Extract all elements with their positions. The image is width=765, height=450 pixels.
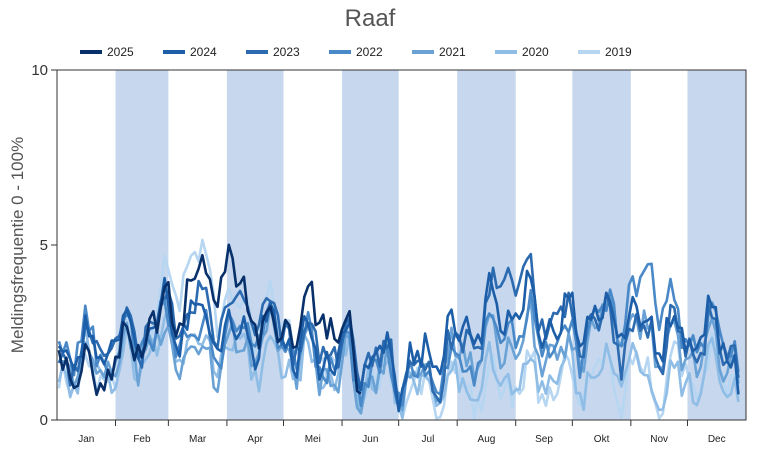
series-line-2024 — [57, 269, 740, 413]
x-tick-label-jun: Jun — [362, 434, 378, 445]
legend-label-2025: 2025 — [107, 45, 134, 59]
x-tick-label-mei: Mei — [305, 434, 321, 445]
series-line-2025 — [57, 243, 362, 397]
legend-label-2021: 2021 — [439, 45, 466, 59]
x-tick-label-feb: Feb — [133, 434, 151, 445]
x-tick-label-jul: Jul — [422, 434, 435, 445]
x-tick-label-okt: Okt — [594, 434, 610, 445]
x-tick-label-sep: Sep — [535, 434, 553, 445]
shade-aug — [457, 70, 516, 420]
y-tick-label: 10 — [31, 62, 48, 79]
x-tick-label-jan: Jan — [78, 434, 94, 445]
x-tick-label-apr: Apr — [247, 434, 263, 445]
x-tick-label-aug: Aug — [478, 434, 496, 445]
legend-label-2024: 2024 — [190, 45, 217, 59]
x-tick-label-nov: Nov — [650, 434, 668, 445]
x-tick-label-dec: Dec — [708, 434, 726, 445]
y-axis-label: Meldingsfrequentie 0 - 100% — [8, 137, 27, 353]
y-tick-label: 0 — [40, 412, 48, 429]
y-axis: 0 5 10 — [31, 62, 57, 429]
legend-label-2023: 2023 — [273, 45, 300, 59]
series-lines — [57, 238, 740, 420]
y-tick-label: 5 — [40, 237, 48, 254]
x-axis: Jan Feb Mar Apr Mei Jun Jul Aug Sep Okt Nov Dec — [78, 420, 726, 445]
chart-legend: 2025 2024 2023 2022 2021 2020 2019 — [80, 45, 632, 59]
x-tick-label-mar: Mar — [189, 434, 207, 445]
chart-title: Raaf — [345, 5, 396, 32]
legend-label-2022: 2022 — [356, 45, 383, 59]
legend-label-2020: 2020 — [522, 45, 549, 59]
legend-label-2019: 2019 — [605, 45, 632, 59]
